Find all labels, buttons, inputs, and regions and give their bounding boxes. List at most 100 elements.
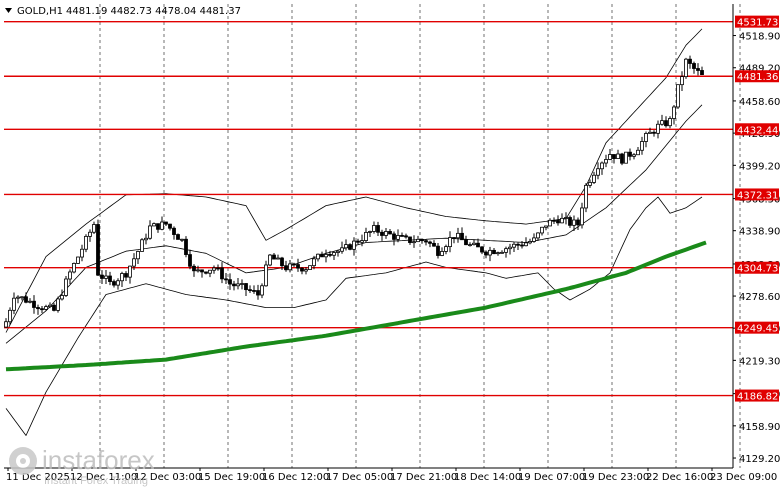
candle-body-bullish [444,246,448,252]
candle-body-bullish [68,271,72,280]
candle-body-bullish [104,275,108,279]
candle-body-bullish [536,232,540,239]
candle-body-bullish [472,242,476,246]
candle-body-bearish [52,304,56,311]
ohlc-readout: 4481.19 4482.73 4478.04 4481.37 [66,6,241,17]
candle-body-bearish [228,279,232,285]
candle-body-bearish [216,267,220,270]
candle-body-bearish [224,278,228,281]
candle-body-bearish [284,265,288,271]
y-tick-label: 4489.20 [739,64,780,75]
y-tick-label: 4158.90 [739,422,780,433]
candle-body-bearish [408,236,412,243]
candle-body-bearish [428,241,432,244]
candle-body-bullish [308,265,312,271]
grid [99,4,741,468]
candle-body-bullish [316,253,320,260]
candle-body-bearish [576,219,580,226]
candle-body-bearish [96,224,100,276]
candle-body-bullish [44,306,48,310]
candle-body-bullish [592,174,596,183]
candle-body-bearish [348,244,352,250]
candle-body-bearish [460,232,464,241]
candle-body-bearish [568,217,572,226]
bollinger-bands [5,28,703,436]
symbol-label: GOLD,H1 [17,6,63,17]
x-tick-label: 17 Dec 21:00 [390,472,457,483]
candle-body-bullish [60,295,64,300]
candle-body-bearish [700,70,704,76]
candle-body-bullish [64,278,68,296]
candles [4,55,704,328]
candle-body-bearish [164,221,168,225]
x-tick-label: 19 Dec 23:00 [582,472,649,483]
candle-body-bearish [464,239,468,246]
level-label: 4186.82 [737,392,778,403]
candle-body-bullish [524,242,528,247]
candle-body-bullish [624,151,628,164]
symbol-dropdown-icon[interactable] [5,8,12,13]
candle-body-bullish [676,84,680,108]
candle-body-bullish [384,231,388,236]
x-tick-label: 19 Dec 07:00 [518,472,585,483]
candle-body-bearish [272,254,276,260]
level-label: 4304.73 [737,264,778,275]
candle-body-bullish [212,267,216,271]
level-label: 4432.44 [737,125,778,136]
candle-body-bullish [120,273,124,282]
candle-body-bearish [244,283,248,291]
candle-body-bearish [376,225,380,233]
candle-body-bearish [40,308,44,311]
candle-body-bullish [268,254,272,266]
candle-body-bearish [188,254,192,267]
candle-body-bearish [516,243,520,246]
candle-body-bearish [248,289,252,292]
candle-body-bullish [152,223,156,227]
y-tick-label: 4518.90 [739,32,780,43]
x-tick-label: 17 Dec 05:00 [326,472,393,483]
moving-average [5,240,707,372]
candle-body-bearish [620,153,624,164]
candle-body-bullish [508,246,512,250]
bollinger-upper-line [5,28,703,333]
instaforex-logo-icon [9,447,37,475]
candle-body-bullish [92,224,96,233]
candle-body-bullish [56,298,60,311]
candle-body-bearish [292,263,296,266]
candle-body-bearish [476,242,480,248]
candle-body-bearish [696,68,700,71]
candle-body-bullish [660,120,664,125]
candle-body-bullish [608,154,612,160]
candle-body-bullish [372,225,376,232]
candle-body-bullish [544,225,548,228]
candle-body-bullish [76,256,80,264]
y-tick-label: 4129.20 [739,454,780,465]
candle-body-bearish [424,240,428,243]
level-label-bg [735,123,779,136]
candle-body-bullish [540,226,544,234]
candle-body-bullish [160,221,164,230]
chart-frame [4,4,734,469]
candle-body-bullish [500,251,504,254]
candle-body-bearish [612,154,616,159]
candle-body-bullish [588,182,592,186]
candle-body-bullish [560,217,564,224]
candle-body-bearish [692,63,696,69]
candle-body-bullish [680,76,684,86]
candle-body-bearish [36,307,40,310]
candle-body-bearish [176,234,180,240]
candle-body-bearish [320,253,324,258]
y-tick-label: 4278.60 [739,292,780,303]
candle-body-bullish [600,162,604,170]
x-tick-label: 12 Dec 11:00 [70,472,137,483]
candle-body-bearish [100,274,104,279]
candle-body-bullish [416,238,420,243]
candle-body-bullish [672,106,676,119]
candle-body-bearish [172,227,176,235]
candle-body-bearish [356,240,360,243]
candle-body-bearish [156,223,160,230]
y-tick-label: 4338.90 [739,227,780,238]
candle-body-bullish [84,235,88,250]
candle-body-bullish [440,251,444,256]
bollinger-lower-line [5,196,703,436]
